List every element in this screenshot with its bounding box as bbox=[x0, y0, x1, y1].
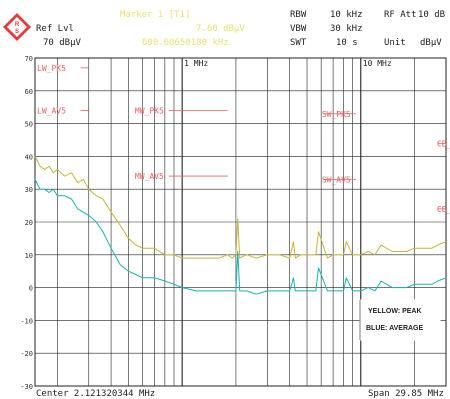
limit-line-label: CB_PK5 bbox=[437, 139, 450, 148]
y-tick-label: 70 bbox=[25, 55, 33, 63]
limit-line-label: MW_PK5 bbox=[135, 106, 164, 115]
vbw-label: VBW bbox=[290, 24, 307, 34]
limit-line-label: CB_AV5 bbox=[437, 205, 450, 214]
y-tick-label: 40 bbox=[25, 153, 33, 161]
unit-value: dBµV bbox=[420, 38, 442, 48]
unit-label: Unit bbox=[384, 38, 406, 48]
y-tick-label: 20 bbox=[25, 219, 33, 227]
grid bbox=[34, 57, 447, 387]
rf-att-value: 10 dB bbox=[418, 10, 446, 20]
y-axis-ticks: 70 60 50 40 30 20 10 0 -10 -20 -30 bbox=[20, 55, 33, 391]
y-tick-label: 10 bbox=[25, 252, 33, 260]
y-tick-label: -20 bbox=[20, 350, 33, 358]
rbw-label: RBW bbox=[290, 10, 307, 20]
swt-value: 10 s bbox=[336, 38, 358, 48]
marker-frequency: 690.68658180 kHz bbox=[142, 38, 229, 48]
y-tick-label: 50 bbox=[25, 121, 33, 129]
ref-level-label: Ref Lvl bbox=[36, 24, 74, 34]
limit-line-label: LW_PK5 bbox=[37, 64, 66, 73]
series-traces bbox=[34, 156, 447, 295]
y-tick-label: 30 bbox=[25, 186, 33, 194]
y-tick-label: 0 bbox=[29, 285, 33, 293]
x-tick-label: 10 MHz bbox=[363, 59, 392, 68]
span: Span 29.85 MHz bbox=[368, 389, 444, 399]
limit-line-label: SW_AV5 bbox=[322, 175, 351, 184]
ref-level-value: 70 dBµV bbox=[43, 38, 81, 48]
series-line bbox=[34, 156, 447, 259]
limit-line-label: SW_PK5 bbox=[322, 110, 351, 119]
limit-line-label: MW_AV5 bbox=[135, 172, 164, 181]
rbw-value: 10 kHz bbox=[330, 10, 363, 20]
center-frequency: Center 2.121320344 MHz bbox=[36, 389, 156, 399]
svg-text:R: R bbox=[15, 22, 20, 28]
y-tick-label: -10 bbox=[20, 317, 33, 325]
rohde-schwarz-logo-icon: R S bbox=[3, 13, 31, 41]
y-tick-label: 60 bbox=[25, 88, 33, 96]
y-tick-label: -30 bbox=[20, 383, 33, 391]
legend-box bbox=[359, 299, 441, 341]
marker-level: 7.60 dBµV bbox=[196, 24, 245, 34]
legend-average: BLUE: AVERAGE bbox=[366, 325, 424, 332]
marker-label: Marker 1 [T1] bbox=[120, 10, 191, 20]
rf-att-label: RF Att bbox=[384, 10, 417, 20]
legend-peak: YELLOW: PEAK bbox=[368, 308, 422, 315]
x-axis-ticks: 1 MHz 10 MHz bbox=[184, 59, 392, 68]
x-tick-label: 1 MHz bbox=[184, 59, 208, 68]
svg-text:S: S bbox=[15, 29, 19, 35]
vbw-value: 30 kHz bbox=[330, 24, 363, 34]
legend: YELLOW: PEAK BLUE: AVERAGE bbox=[359, 299, 441, 341]
series-line bbox=[34, 179, 447, 295]
limit-line-label: LW_AV5 bbox=[37, 106, 66, 115]
limit-lines: LW_PK5 LW_AV5 MW_PK5 MW_AV5 SW_PK5 SW_AV5 CB_P… bbox=[37, 64, 450, 214]
swt-label: SWT bbox=[290, 38, 307, 48]
